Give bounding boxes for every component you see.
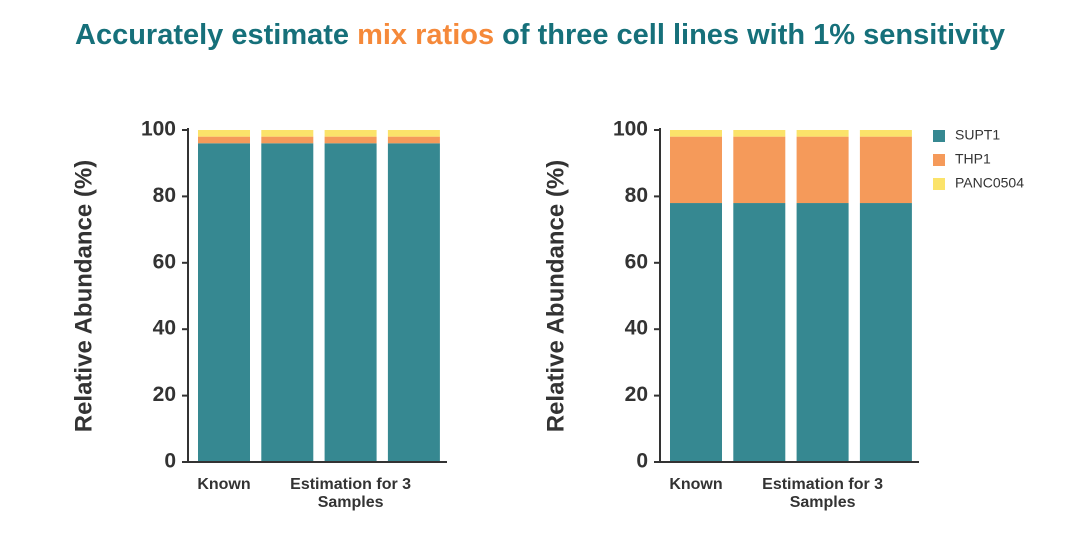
x-tick-label: Known xyxy=(669,476,723,493)
y-tick-label: 60 xyxy=(625,250,648,273)
bar-segment xyxy=(261,130,314,137)
bar-segment xyxy=(387,130,440,137)
x-tick-label: Estimation for 3 Samples xyxy=(762,476,884,511)
y-tick-label: 40 xyxy=(153,317,176,340)
bar-segment xyxy=(261,143,314,462)
bar-segment xyxy=(324,136,377,144)
y-tick-label: 80 xyxy=(153,184,176,207)
y-axis-label: Relative Abundance (%) xyxy=(542,160,569,433)
y-tick-label: 80 xyxy=(625,184,648,207)
y-tick-label: 100 xyxy=(141,118,176,141)
y-tick-label: 60 xyxy=(153,250,176,273)
bar-segment xyxy=(733,130,786,137)
y-tick-label: 40 xyxy=(625,317,648,340)
x-tick-label: Estimation for 3 Samples xyxy=(290,476,412,511)
bar-segment xyxy=(670,130,722,137)
title-highlight: mix ratios xyxy=(357,19,494,51)
title-part: Accurately estimate xyxy=(75,19,357,51)
bar-segment xyxy=(859,203,912,463)
bar-segment xyxy=(796,203,849,463)
slide-title: Accurately estimate mix ratios of three … xyxy=(75,19,1005,51)
bar-segment xyxy=(198,130,250,137)
y-tick-label: 100 xyxy=(613,118,648,141)
title-part: of three cell lines with 1% sensitivity xyxy=(494,19,1005,51)
x-tick-label: Known xyxy=(197,476,251,493)
bar-segment xyxy=(387,136,440,144)
legend-swatch xyxy=(933,154,945,166)
bar-segment xyxy=(324,130,377,137)
y-tick-label: 20 xyxy=(625,383,648,406)
legend-label: PANC0504 xyxy=(955,175,1024,191)
y-tick-label: 20 xyxy=(153,383,176,406)
bar-segment xyxy=(261,136,314,144)
legend-swatch xyxy=(933,178,945,190)
bar-segment xyxy=(198,136,250,144)
bar-segment xyxy=(670,203,722,463)
legend-label: THP1 xyxy=(955,151,991,167)
legend-swatch xyxy=(933,130,945,142)
bar-segment xyxy=(733,203,786,463)
y-tick-label: 0 xyxy=(164,450,176,473)
bar-segment xyxy=(324,143,377,462)
legend-label: SUPT1 xyxy=(955,127,1000,143)
bar-segment xyxy=(198,143,250,462)
bar-segment xyxy=(859,130,912,137)
y-tick-label: 0 xyxy=(636,450,648,473)
bar-segment xyxy=(796,130,849,137)
bar-segment xyxy=(859,136,912,204)
bar-segment xyxy=(387,143,440,462)
bar-segment xyxy=(670,136,722,204)
bar-segment xyxy=(796,136,849,204)
y-axis-label: Relative Abundance (%) xyxy=(70,160,97,433)
bar-segment xyxy=(733,136,786,204)
